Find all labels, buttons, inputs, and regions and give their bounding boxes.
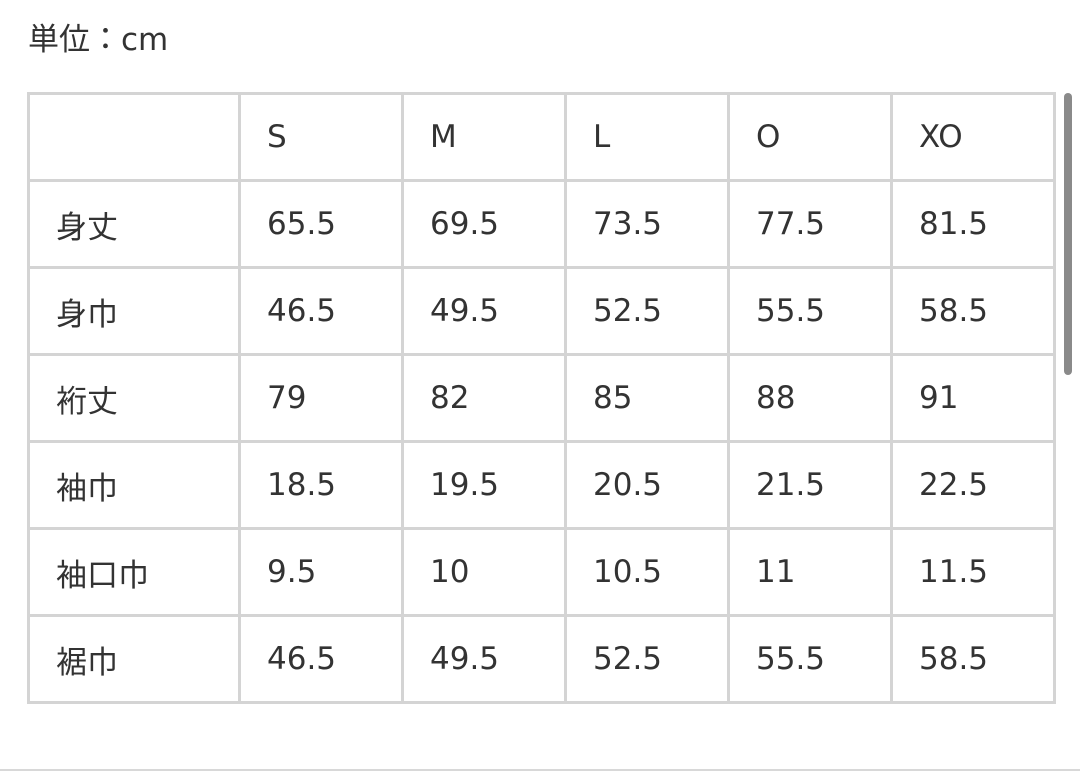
column-header: M	[401, 92, 567, 182]
cell: 49.5	[401, 614, 567, 704]
cell: 22.5	[890, 440, 1056, 530]
cell: 46.5	[238, 266, 404, 356]
cell: 88	[727, 353, 893, 443]
table-row: 身巾 46.5 49.5 52.5 55.5 58.5	[27, 266, 1056, 356]
cell: 82	[401, 353, 567, 443]
cell: 81.5	[890, 179, 1056, 269]
row-label: 裄丈	[27, 353, 241, 443]
cell: 55.5	[727, 614, 893, 704]
row-label: 袖巾	[27, 440, 241, 530]
column-header: S	[238, 92, 404, 182]
row-label: 裾巾	[27, 614, 241, 704]
cell: 65.5	[238, 179, 404, 269]
cell: 46.5	[238, 614, 404, 704]
corner-cell	[27, 92, 241, 182]
table-row: 身丈 65.5 69.5 73.5 77.5 81.5	[27, 179, 1056, 269]
size-table: S M L O XO 身丈 65.5 69.5 73.5 77.5 81.5 身巾 46.5 49.5 52…	[27, 92, 1056, 704]
table-row: 袖巾 18.5 19.5 20.5 21.5 22.5	[27, 440, 1056, 530]
row-label: 袖口巾	[27, 527, 241, 617]
cell: 19.5	[401, 440, 567, 530]
cell: 55.5	[727, 266, 893, 356]
cell: 73.5	[564, 179, 730, 269]
cell: 11.5	[890, 527, 1056, 617]
unit-label: 単位：cm	[28, 22, 169, 58]
cell: 69.5	[401, 179, 567, 269]
row-label: 身丈	[27, 179, 241, 269]
header-row: S M L O XO	[27, 92, 1056, 182]
cell: 21.5	[727, 440, 893, 530]
column-header: L	[564, 92, 730, 182]
cell: 9.5	[238, 527, 404, 617]
cell: 58.5	[890, 266, 1056, 356]
divider	[0, 769, 1080, 771]
cell: 79	[238, 353, 404, 443]
cell: 11	[727, 527, 893, 617]
cell: 91	[890, 353, 1056, 443]
table-row: 裄丈 79 82 85 88 91	[27, 353, 1056, 443]
cell: 52.5	[564, 614, 730, 704]
table-row: 袖口巾 9.5 10 10.5 11 11.5	[27, 527, 1056, 617]
row-label: 身巾	[27, 266, 241, 356]
cell: 77.5	[727, 179, 893, 269]
column-header: XO	[890, 92, 1056, 182]
column-header: O	[727, 92, 893, 182]
cell: 10	[401, 527, 567, 617]
cell: 18.5	[238, 440, 404, 530]
cell: 58.5	[890, 614, 1056, 704]
table-row: 裾巾 46.5 49.5 52.5 55.5 58.5	[27, 614, 1056, 704]
cell: 20.5	[564, 440, 730, 530]
cell: 52.5	[564, 266, 730, 356]
cell: 10.5	[564, 527, 730, 617]
cell: 49.5	[401, 266, 567, 356]
scrollbar[interactable]	[1064, 93, 1072, 375]
cell: 85	[564, 353, 730, 443]
